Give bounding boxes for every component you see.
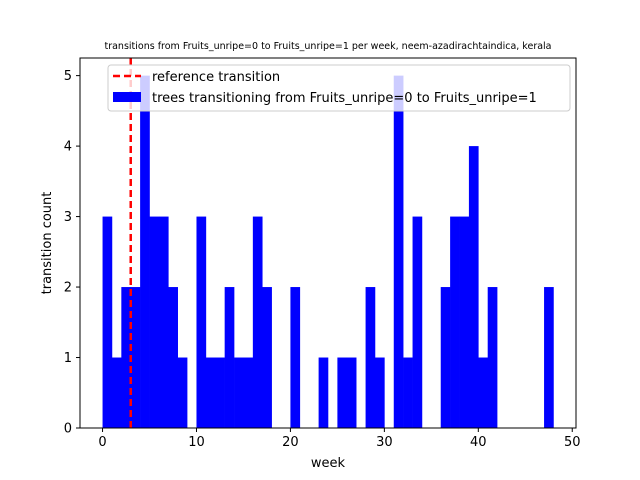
bar-week-39: [468, 146, 479, 428]
y-tick-label: 3: [64, 210, 72, 225]
x-tick-label: 40: [470, 435, 487, 450]
x-tick-label: 0: [98, 435, 106, 450]
y-tick-label: 5: [64, 69, 72, 84]
bar-week-32: [403, 357, 413, 428]
bars-group: [102, 75, 554, 429]
bar-week-23: [318, 357, 329, 428]
bar-week-2: [121, 287, 132, 428]
bar-week-17: [262, 287, 272, 428]
x-tick-label: 20: [282, 435, 299, 450]
bar-week-14: [234, 357, 244, 428]
x-tick-label: 30: [376, 435, 393, 450]
bar-week-15: [243, 357, 254, 428]
y-tick-label: 0: [64, 422, 72, 437]
bar-week-31: [393, 75, 404, 429]
legend: reference transition trees transitioning…: [107, 64, 571, 112]
bar-week-4: [140, 75, 150, 429]
bar-week-33: [412, 216, 423, 428]
bar-week-40: [478, 357, 488, 428]
y-tick-label: 2: [64, 281, 72, 296]
x-axis-label: week: [311, 456, 346, 471]
bar-week-10: [196, 216, 207, 428]
x-axis-ticks: 0 10 20 30 40 50: [98, 428, 581, 450]
bar-week-11: [205, 357, 216, 428]
chart-title: transitions from Fruits_unripe=0 to Frui…: [104, 41, 551, 52]
bar-week-0: [102, 216, 113, 428]
bar-week-12: [215, 357, 225, 428]
bar-week-3: [130, 287, 141, 428]
axes-frame: [79, 57, 577, 429]
bar-week-1: [111, 357, 122, 428]
bar-week-6: [158, 216, 169, 428]
bar-week-7: [168, 287, 178, 428]
y-tick-label: 4: [64, 140, 72, 155]
x-tick-label: 50: [564, 435, 581, 450]
y-tick-label: 1: [64, 351, 72, 366]
bar-week-16: [252, 216, 263, 428]
legend-bar-label: trees transitioning from Fruits_unripe=0…: [152, 91, 537, 106]
bar-week-5: [149, 216, 160, 428]
bar-week-28: [365, 287, 376, 428]
y-axis-ticks: 0 1 2 3 4 5: [64, 69, 80, 437]
bar-week-13: [224, 287, 235, 428]
bar-week-25: [337, 357, 348, 428]
bar-week-36: [440, 287, 451, 428]
legend-bar-swatch: [113, 92, 141, 102]
bar-week-20: [290, 287, 301, 428]
legend-reference-line-label: reference transition: [152, 70, 280, 85]
bar-week-8: [177, 357, 188, 428]
bar-week-47: [544, 287, 554, 428]
bar-week-38: [459, 216, 470, 428]
y-axis-label: transition count: [40, 192, 55, 295]
bar-week-29: [374, 357, 385, 428]
bar-week-41: [487, 287, 498, 428]
bar-week-37: [450, 216, 460, 428]
bar-week-26: [346, 357, 357, 428]
legend-box: [107, 64, 571, 112]
x-tick-label: 10: [188, 435, 205, 450]
